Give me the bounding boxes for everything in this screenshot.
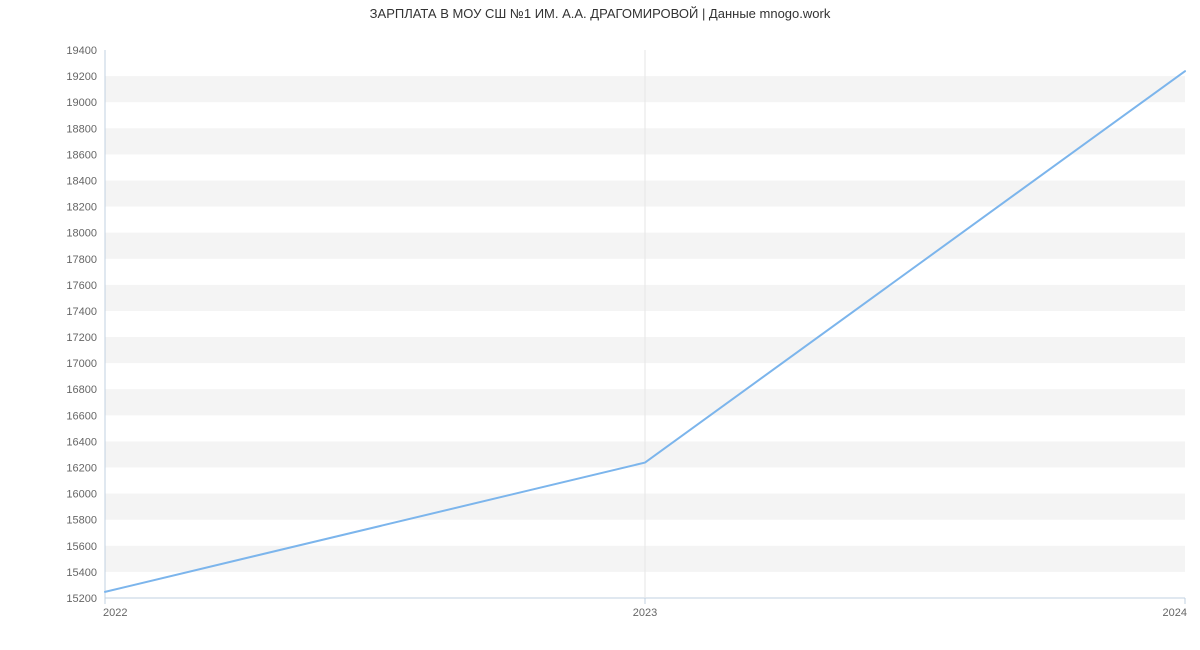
svg-text:18200: 18200	[66, 202, 97, 214]
svg-text:2022: 2022	[103, 607, 127, 619]
svg-text:19200: 19200	[66, 71, 97, 83]
svg-text:17400: 17400	[66, 306, 97, 318]
svg-text:16200: 16200	[66, 463, 97, 475]
svg-text:15600: 15600	[66, 541, 97, 553]
chart-svg: 15200 15400 15600 15800 16000 16200 16400 16600…	[0, 0, 1200, 650]
svg-text:17000: 17000	[66, 358, 97, 370]
svg-text:18800: 18800	[66, 123, 97, 135]
svg-text:16600: 16600	[66, 410, 97, 422]
chart-title: ЗАРПЛАТА В МОУ СШ №1 ИМ. А.А. ДРАГОМИРОВ…	[0, 6, 1200, 21]
svg-text:16400: 16400	[66, 436, 97, 448]
salary-line-chart: ЗАРПЛАТА В МОУ СШ №1 ИМ. А.А. ДРАГОМИРОВ…	[0, 0, 1200, 650]
svg-text:18400: 18400	[66, 175, 97, 187]
svg-text:16800: 16800	[66, 384, 97, 396]
svg-text:18000: 18000	[66, 228, 97, 240]
svg-text:17800: 17800	[66, 254, 97, 266]
svg-text:17200: 17200	[66, 332, 97, 344]
svg-text:15400: 15400	[66, 567, 97, 579]
svg-text:17600: 17600	[66, 280, 97, 292]
svg-text:19000: 19000	[66, 97, 97, 109]
svg-text:19400: 19400	[66, 45, 97, 57]
svg-text:2023: 2023	[633, 607, 657, 619]
svg-text:2024: 2024	[1163, 607, 1187, 619]
svg-text:16000: 16000	[66, 489, 97, 501]
svg-text:18600: 18600	[66, 149, 97, 161]
svg-text:15800: 15800	[66, 515, 97, 527]
svg-text:15200: 15200	[66, 593, 97, 605]
